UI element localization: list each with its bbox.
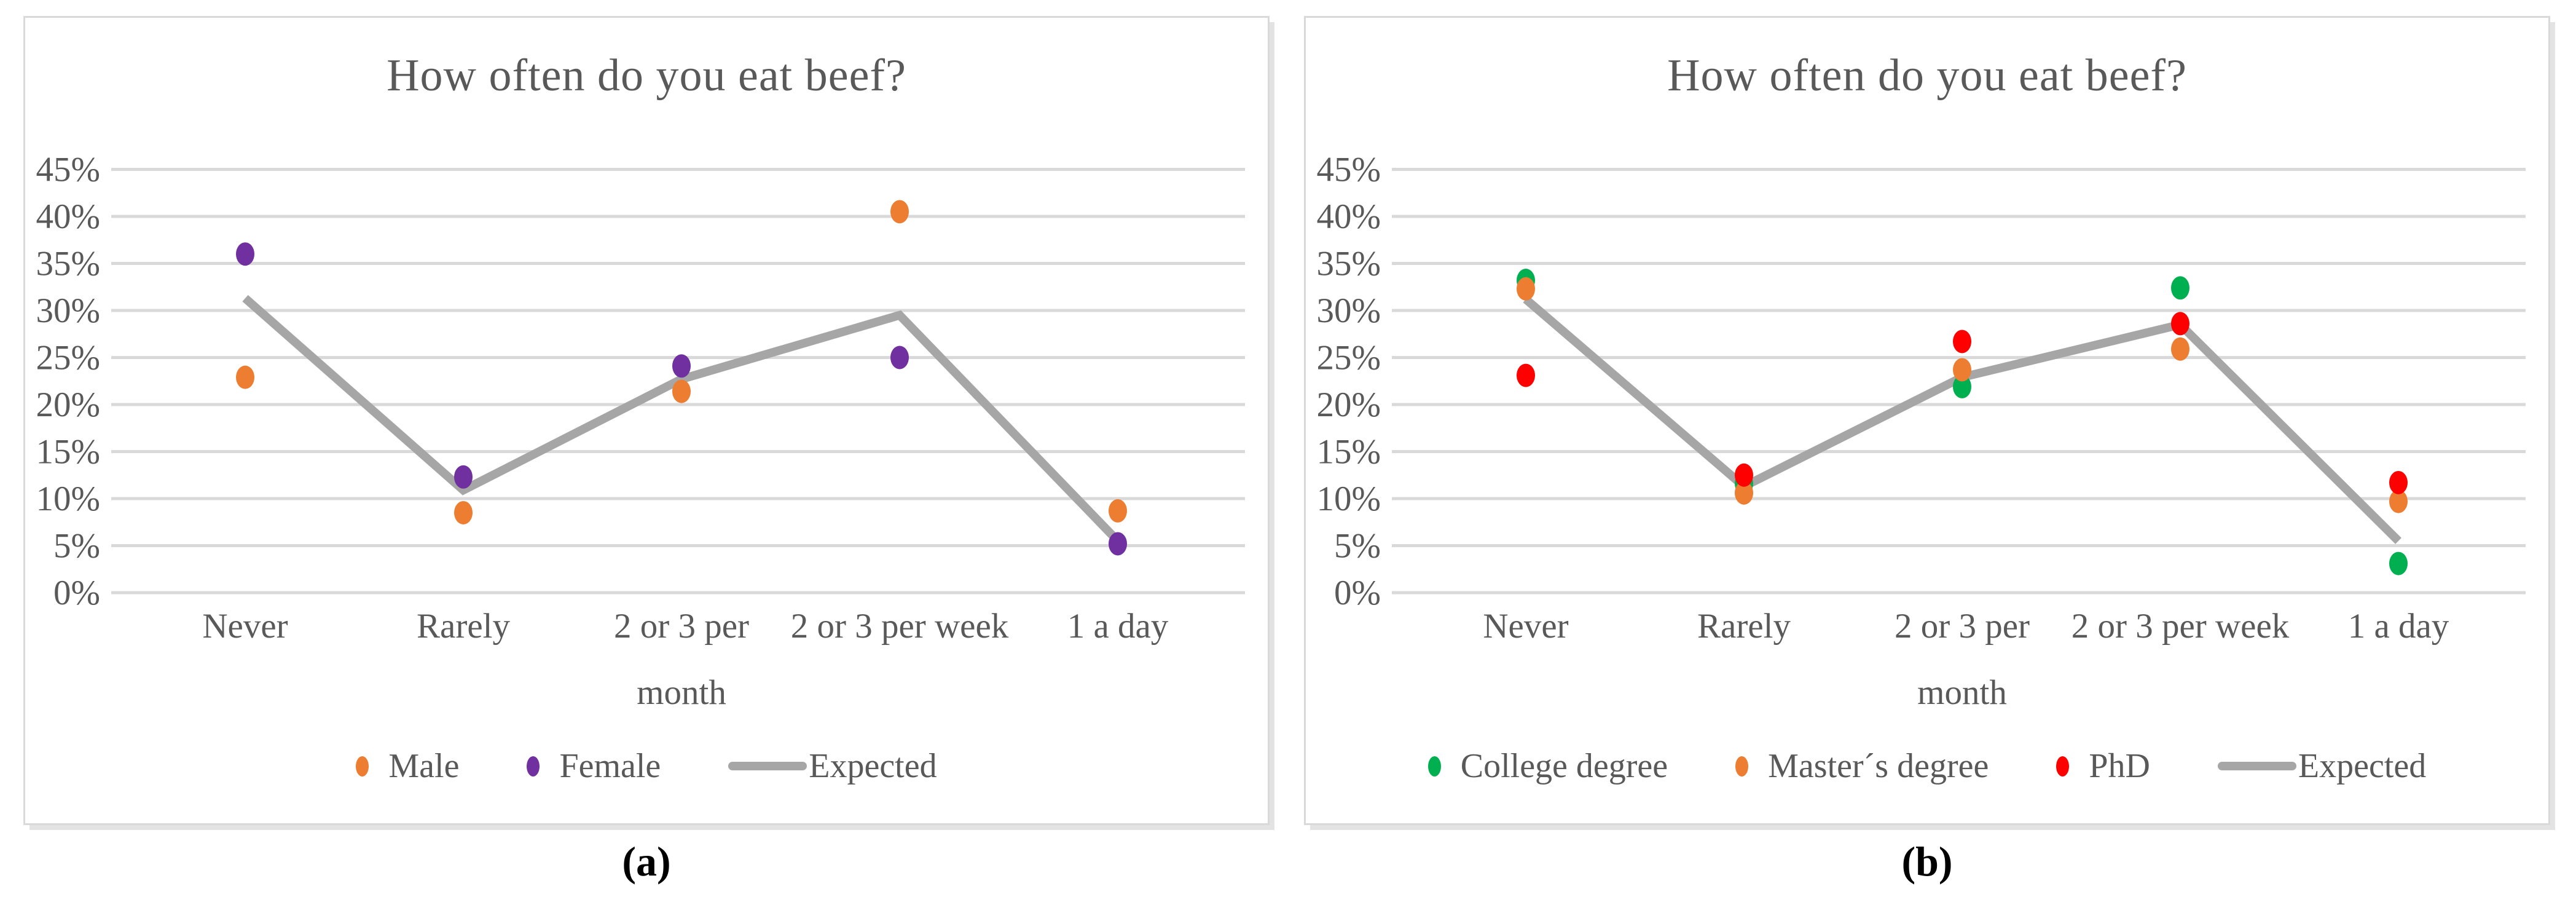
college-degree-legend-dot-marker xyxy=(1427,756,1441,777)
legend-item-master-s-degree: Master´s degree xyxy=(1735,746,1989,786)
data-point xyxy=(1953,374,1971,398)
figure: How often do you eat beef? 0% 5% 10% 15% 20%… xyxy=(23,16,2550,825)
legend-label: Master´s degree xyxy=(1768,747,1989,785)
y-axis-tick-labels: 0% 5% 10% 15% 20% 25% 30% 35% 40% 45% xyxy=(1317,151,1381,613)
y-tick-label: 10% xyxy=(1317,480,1381,518)
x-category-label: Rarely xyxy=(417,607,510,646)
series-phd xyxy=(1517,312,2408,494)
legend-item-expected: Expected xyxy=(2217,746,2427,786)
y-tick-label: 0% xyxy=(1334,574,1381,612)
legend-item-college-degree: College degree xyxy=(1427,746,1668,786)
data-point xyxy=(1109,532,1127,556)
data-point xyxy=(2171,312,2189,336)
series-male xyxy=(236,200,1127,524)
x-category-label: month xyxy=(1917,673,2007,712)
data-point xyxy=(1735,463,1753,487)
legend-label: Expected xyxy=(2298,747,2427,785)
master-s-degree-legend-dot-marker xyxy=(1735,756,1749,777)
y-tick-label: 30% xyxy=(1317,291,1381,330)
caption-row: (a) (b) xyxy=(0,825,2576,886)
y-tick-label: 45% xyxy=(36,151,100,189)
chart-plot-a: 0% 5% 10% 15% 20% 25% 30% 35% 40% 45% Never Rarely 2… xyxy=(36,151,1245,712)
data-point xyxy=(1517,363,1535,387)
chart-legend-b: College degree Master´s degree PhD Expected xyxy=(1306,738,2548,794)
y-tick-label: 40% xyxy=(1317,197,1381,236)
male-legend-dot-marker xyxy=(356,756,369,777)
data-point xyxy=(236,242,254,266)
data-point xyxy=(672,379,691,403)
legend-label: College degree xyxy=(1460,747,1668,785)
data-point xyxy=(1109,499,1127,523)
gridlines xyxy=(1392,168,2526,595)
x-category-label: Never xyxy=(1483,607,1568,646)
legend-label: Male xyxy=(388,747,460,785)
x-axis-category-labels: Never Rarely 2 or 3 per month 2 or 3 per wee… xyxy=(202,607,1168,712)
y-tick-label: 20% xyxy=(36,385,100,424)
data-point xyxy=(236,365,254,389)
chart-title-b: How often do you eat beef? xyxy=(1667,50,2187,101)
x-category-label: 2 or 3 per week xyxy=(2071,607,2290,646)
x-category-label: Never xyxy=(202,607,288,646)
series-master-s-degree xyxy=(1517,277,2408,513)
caption-a: (a) xyxy=(622,838,671,885)
data-point xyxy=(454,465,473,489)
phd-legend-dot-marker xyxy=(2056,756,2070,777)
legend-item-female: Female xyxy=(527,746,661,786)
data-point xyxy=(1953,358,1971,382)
legend-label: PhD xyxy=(2089,747,2150,785)
data-point xyxy=(2389,551,2408,575)
legend-item-male: Male xyxy=(356,746,459,786)
y-tick-label: 15% xyxy=(36,433,100,472)
data-point xyxy=(454,500,473,524)
y-tick-label: 10% xyxy=(36,480,100,518)
x-category-label: month xyxy=(637,673,726,712)
series-expected xyxy=(242,294,1121,544)
legend-item-expected: Expected xyxy=(728,746,937,786)
data-point xyxy=(890,346,909,370)
legend-item-phd: PhD xyxy=(2056,746,2150,786)
data-point xyxy=(2389,470,2408,494)
series-female xyxy=(236,242,1127,556)
chart-legend-a: Male Female Expected xyxy=(25,738,1268,794)
x-category-label: 1 a day xyxy=(2348,607,2449,646)
x-category-label: Rarely xyxy=(1697,607,1791,646)
data-point xyxy=(1735,481,1753,505)
chart-title-a: How often do you eat beef? xyxy=(387,50,906,101)
y-tick-label: 20% xyxy=(1317,385,1381,424)
x-category-label: 2 or 3 per xyxy=(1895,607,2030,646)
female-legend-dot-marker xyxy=(527,756,540,777)
legend-label: Female xyxy=(559,747,661,785)
x-category-label: 2 or 3 per xyxy=(614,607,749,646)
data-point xyxy=(672,354,691,378)
caption-b: (b) xyxy=(1901,838,1953,885)
y-tick-label: 40% xyxy=(36,197,100,236)
x-axis-category-labels: Never Rarely 2 or 3 per month 2 or 3 per wee… xyxy=(1483,607,2449,712)
data-point xyxy=(2389,489,2408,513)
legend-label: Expected xyxy=(809,747,937,785)
y-tick-label: 25% xyxy=(1317,339,1381,377)
data-point xyxy=(1517,277,1535,301)
x-category-label: 1 a day xyxy=(1067,607,1169,646)
y-tick-label: 0% xyxy=(53,574,100,612)
expected-line xyxy=(242,294,1121,544)
chart-panel-b: How often do you eat beef? 0% 5% 10% 15% 20%… xyxy=(1304,16,2550,825)
y-tick-label: 5% xyxy=(53,527,100,566)
expected-legend-line-marker xyxy=(728,762,807,770)
expected-legend-line-marker xyxy=(2217,762,2296,770)
data-point xyxy=(890,200,909,224)
y-tick-label: 30% xyxy=(36,291,100,330)
data-point xyxy=(2171,276,2189,300)
y-tick-label: 25% xyxy=(36,339,100,377)
y-tick-label: 35% xyxy=(36,245,100,283)
y-tick-label: 35% xyxy=(1317,245,1381,283)
y-axis-tick-labels: 0% 5% 10% 15% 20% 25% 30% 35% 40% 45% xyxy=(36,151,100,613)
y-tick-label: 15% xyxy=(1317,433,1381,472)
chart-panel-a: How often do you eat beef? 0% 5% 10% 15% 20%… xyxy=(23,16,1270,825)
data-point xyxy=(2171,337,2189,361)
chart-plot-b: 0% 5% 10% 15% 20% 25% 30% 35% 40% 45% Never Rarely 2… xyxy=(1317,151,2526,712)
y-tick-label: 45% xyxy=(1317,151,1381,189)
y-tick-label: 5% xyxy=(1334,527,1381,566)
data-point xyxy=(1953,330,1971,354)
x-category-label: 2 or 3 per week xyxy=(791,607,1009,646)
